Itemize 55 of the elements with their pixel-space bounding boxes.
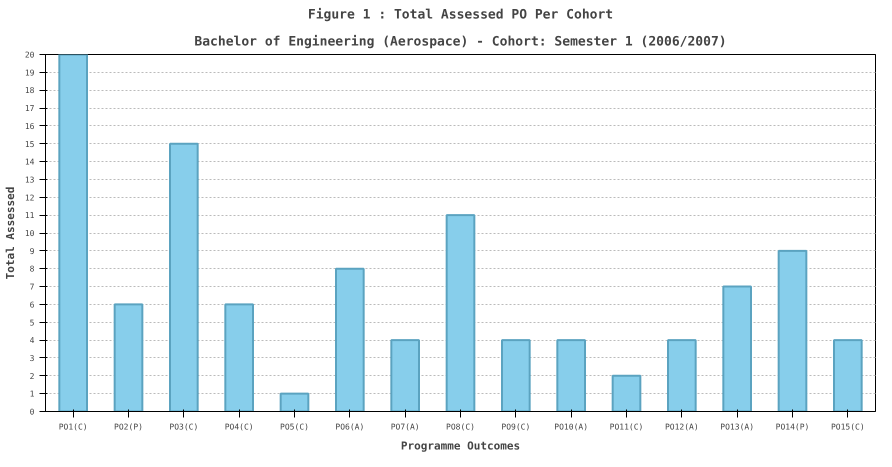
y-tick-label: 12 — [24, 193, 35, 202]
x-tick-label: PO3(C) — [169, 422, 198, 432]
y-tick-label: 15 — [24, 140, 35, 149]
bar — [612, 374, 642, 412]
x-tick-label: PO2(P) — [114, 422, 143, 432]
chart-subtitle: Bachelor of Engineering (Aerospace) - Cohort: Semester 1 (2006/2007) — [194, 34, 727, 50]
x-tick-label: PO8(C) — [446, 422, 475, 432]
x-tick-label: PO10(A) — [554, 422, 588, 432]
x-tick-label: PO14(P) — [776, 422, 810, 432]
y-tick-label: 11 — [24, 211, 35, 220]
y-tick-label: 6 — [30, 300, 35, 310]
bar — [335, 268, 365, 412]
bar — [556, 339, 586, 412]
y-tick-label: 7 — [30, 282, 35, 292]
y-tick-label: 2 — [30, 372, 35, 381]
x-tick-label: PO6(A) — [335, 422, 364, 432]
bar — [224, 303, 254, 412]
bar — [833, 339, 863, 412]
y-tick-label: 14 — [24, 158, 35, 167]
y-tick-label: 10 — [24, 229, 35, 238]
y-tick-label: 9 — [30, 246, 35, 256]
y-tick-label: 20 — [24, 50, 35, 60]
x-tick-label: PO13(A) — [720, 422, 754, 432]
bar — [667, 339, 697, 412]
bar — [390, 339, 420, 412]
y-tick-label: 1 — [30, 390, 35, 399]
bar — [446, 214, 476, 412]
x-tick-label: PO7(A) — [390, 422, 420, 432]
chart-title: Figure 1 : Total Assessed PO Per Cohort — [308, 8, 614, 22]
bar — [722, 286, 752, 412]
y-tick-label: 17 — [24, 104, 35, 114]
x-tick-label: PO5(C) — [280, 422, 309, 432]
x-tick-label: PO12(A) — [664, 422, 699, 432]
x-tick-label: PO15(C) — [830, 422, 865, 432]
y-tick-label: 19 — [24, 68, 35, 78]
bar — [169, 142, 199, 412]
y-tick-label: 3 — [30, 354, 35, 363]
y-tick-label: 13 — [24, 175, 35, 184]
y-tick-label: 5 — [30, 318, 35, 328]
bar — [58, 54, 88, 412]
x-tick-label: PO11(C) — [610, 422, 644, 432]
x-tick-label: PO1(C) — [58, 422, 88, 432]
bar — [778, 250, 808, 412]
y-axis-title: Total Assessed — [4, 186, 17, 280]
y-tick-label: 4 — [30, 336, 35, 346]
y-tick-label: 0 — [30, 408, 35, 416]
x-tick-label: PO9(C) — [501, 422, 530, 432]
y-tick-label: 16 — [24, 122, 35, 131]
x-axis-title: Programme Outcomes — [400, 440, 520, 452]
bar — [114, 303, 144, 412]
bar — [280, 392, 310, 412]
y-tick-label: 18 — [24, 86, 35, 96]
x-tick-label: PO4(C) — [224, 422, 254, 432]
y-tick-label: 8 — [30, 264, 35, 274]
bar — [501, 339, 531, 412]
